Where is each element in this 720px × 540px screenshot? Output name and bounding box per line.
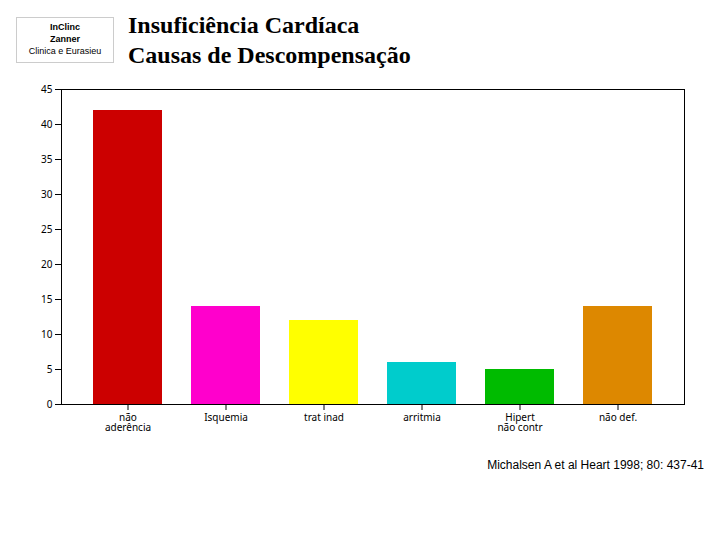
svg-text:45: 45 bbox=[41, 82, 53, 96]
svg-text:25: 25 bbox=[41, 222, 53, 236]
svg-text:30: 30 bbox=[41, 187, 53, 201]
svg-text:arritmia: arritmia bbox=[403, 410, 441, 424]
svg-text:não def.: não def. bbox=[599, 410, 637, 424]
svg-text:20: 20 bbox=[41, 257, 53, 271]
svg-text:5: 5 bbox=[47, 362, 53, 376]
html-text:Michalsen A et al Heart 1998;: Michalsen A et al Heart 1998; 80: 437-41 bbox=[487, 458, 704, 472]
html-text:Zanner: Zanner bbox=[50, 34, 80, 45]
svg-text:15: 15 bbox=[41, 292, 53, 306]
html-text:Causas de Descompensação: Causas de Descompensação bbox=[128, 42, 411, 68]
svg-text:Isquemia: Isquemia bbox=[204, 410, 248, 424]
html-text:Clinica e Eurasieu: Clinica e Eurasieu bbox=[28, 45, 102, 56]
svg-text:trat inad: trat inad bbox=[304, 410, 344, 424]
svg-text:nãoaderência: nãoaderência bbox=[105, 410, 151, 434]
html-text:InClinc: InClinc bbox=[50, 22, 80, 33]
svg-text:40: 40 bbox=[41, 117, 53, 131]
html-text:Insuficiência Cardíaca: Insuficiência Cardíaca bbox=[128, 12, 360, 38]
svg-text:10: 10 bbox=[41, 327, 53, 341]
svg-text:Hipertnão contr: Hipertnão contr bbox=[497, 410, 542, 434]
svg-text:0: 0 bbox=[47, 397, 53, 411]
svg-text:35: 35 bbox=[41, 152, 53, 166]
